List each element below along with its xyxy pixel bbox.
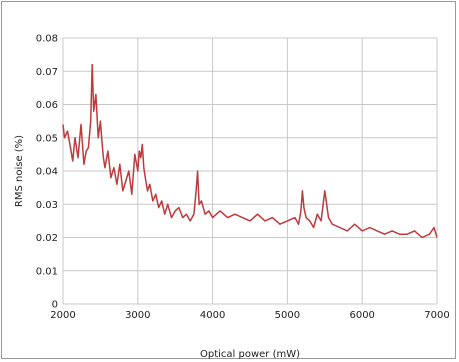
x-axis-title: Optical power (mW) [200, 349, 300, 360]
y-axis-title: RMS noise (%) [14, 135, 25, 207]
x-tick-label: 3000 [125, 310, 150, 321]
x-tick-label: 2000 [50, 310, 75, 321]
y-tick-label: 0.05 [36, 133, 58, 144]
y-tick-labels: 0 0.01 0.02 0.03 0.04 0.05 0.06 0.07 0.08 [36, 34, 58, 311]
y-tick-label: 0.03 [36, 200, 58, 211]
y-tick-label: 0.08 [36, 34, 58, 45]
y-tick-label: 0 [52, 300, 58, 311]
x-tick-labels: 2000 3000 4000 5000 6000 7000 [50, 310, 449, 321]
series-line [62, 63, 438, 239]
y-tick-label: 0.02 [36, 233, 58, 244]
y-tick-label: 0.01 [36, 266, 58, 277]
y-tick-label: 0.07 [36, 67, 58, 78]
x-tick-label: 5000 [275, 310, 300, 321]
x-tick-label: 4000 [200, 310, 225, 321]
y-tick-label: 0.06 [36, 100, 58, 111]
grid-lines [62, 37, 438, 305]
y-tick-label: 0.04 [36, 167, 58, 178]
x-tick-label: 6000 [349, 310, 374, 321]
x-tick-label: 7000 [424, 310, 449, 321]
